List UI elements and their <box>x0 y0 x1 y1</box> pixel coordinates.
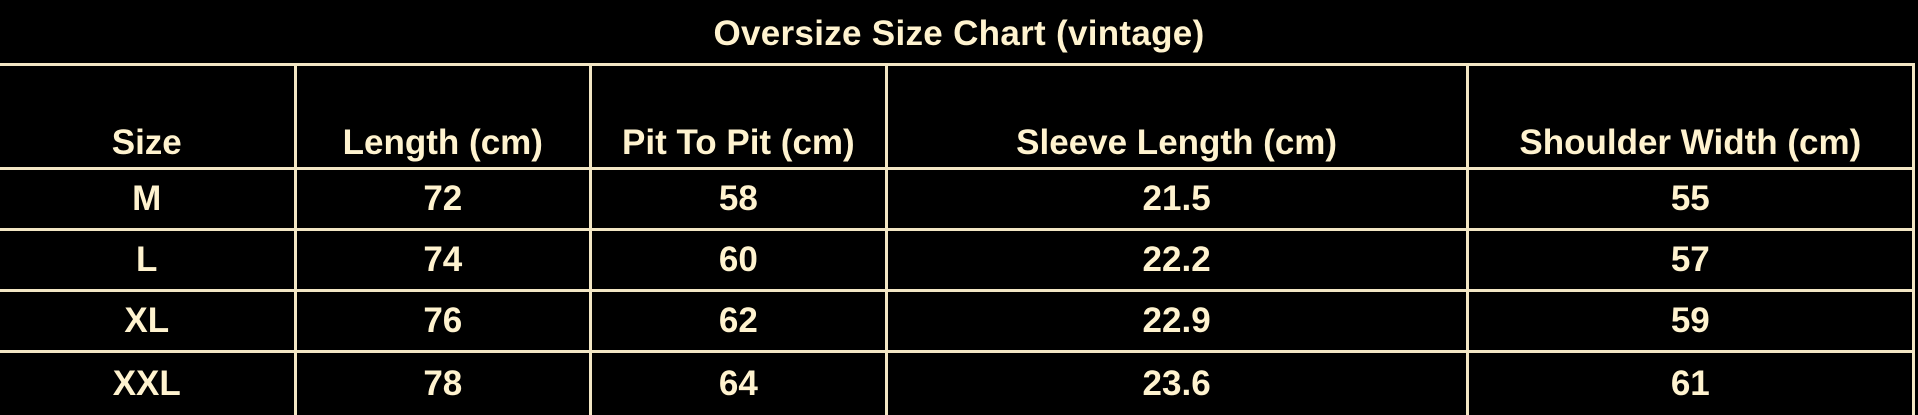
header-sleeve-length: Sleeve Length (cm) <box>886 65 1467 169</box>
cell-size: M <box>0 169 295 230</box>
cell-sleeve-length: 22.2 <box>886 230 1467 291</box>
header-shoulder-width: Shoulder Width (cm) <box>1467 65 1913 169</box>
table-row: L 74 60 22.2 57 <box>0 230 1914 291</box>
size-chart-table: Size Length (cm) Pit To Pit (cm) Sleeve … <box>0 63 1915 415</box>
cell-pit-to-pit: 64 <box>591 352 887 415</box>
table-row: XXL 78 64 23.6 61 <box>0 352 1914 415</box>
cell-shoulder-width: 55 <box>1467 169 1913 230</box>
chart-title: Oversize Size Chart (vintage) <box>0 14 1918 54</box>
table-row: XL 76 62 22.9 59 <box>0 291 1914 352</box>
cell-shoulder-width: 59 <box>1467 291 1913 352</box>
cell-shoulder-width: 57 <box>1467 230 1913 291</box>
header-pit-to-pit: Pit To Pit (cm) <box>591 65 887 169</box>
cell-pit-to-pit: 60 <box>591 230 887 291</box>
cell-size: XXL <box>0 352 295 415</box>
cell-sleeve-length: 23.6 <box>886 352 1467 415</box>
cell-pit-to-pit: 58 <box>591 169 887 230</box>
header-length: Length (cm) <box>295 65 591 169</box>
cell-length: 78 <box>295 352 591 415</box>
header-row: Size Length (cm) Pit To Pit (cm) Sleeve … <box>0 65 1914 169</box>
cell-size: L <box>0 230 295 291</box>
cell-length: 76 <box>295 291 591 352</box>
cell-shoulder-width: 61 <box>1467 352 1913 415</box>
header-size: Size <box>0 65 295 169</box>
table-row: M 72 58 21.5 55 <box>0 169 1914 230</box>
cell-sleeve-length: 21.5 <box>886 169 1467 230</box>
cell-pit-to-pit: 62 <box>591 291 887 352</box>
cell-length: 72 <box>295 169 591 230</box>
cell-size: XL <box>0 291 295 352</box>
cell-sleeve-length: 22.9 <box>886 291 1467 352</box>
cell-length: 74 <box>295 230 591 291</box>
